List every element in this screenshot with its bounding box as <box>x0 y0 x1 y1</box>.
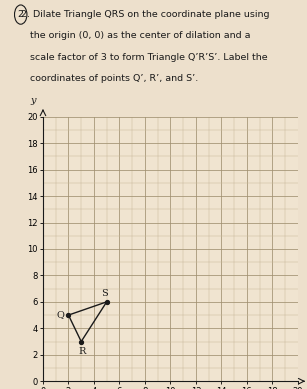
Text: y: y <box>30 96 36 105</box>
Text: R: R <box>78 347 86 356</box>
Text: the origin (0, 0) as the center of dilation and a: the origin (0, 0) as the center of dilat… <box>21 31 251 40</box>
Text: Q: Q <box>56 310 64 320</box>
Text: S: S <box>101 289 108 298</box>
Text: 2. Dilate Triangle QRS on the coordinate plane using: 2. Dilate Triangle QRS on the coordinate… <box>21 10 270 19</box>
Text: 2: 2 <box>18 10 24 19</box>
Text: coordinates of points Q’, R’, and S’.: coordinates of points Q’, R’, and S’. <box>21 74 199 83</box>
Text: scale factor of 3 to form Triangle Q’R’S’. Label the: scale factor of 3 to form Triangle Q’R’S… <box>21 53 268 61</box>
